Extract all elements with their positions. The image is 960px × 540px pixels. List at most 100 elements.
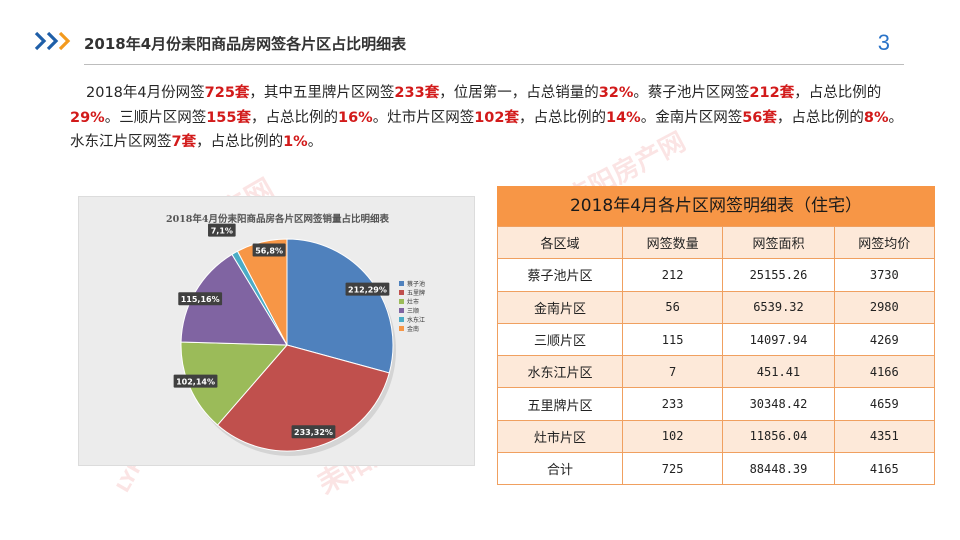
legend-swatch — [399, 317, 404, 322]
table-row: 蔡子池片区 212 25155.26 3730 — [497, 258, 936, 292]
highlight-figure: 14% — [606, 109, 641, 126]
highlight-figure: 725套 — [204, 85, 250, 101]
summary-text: ，占总比例的 — [776, 109, 864, 126]
summary-text: 。 — [307, 134, 323, 150]
table-cell: 五里牌片区 — [497, 387, 623, 421]
table-cell: 灶市片区 — [497, 419, 623, 454]
table-cell: 102 — [621, 419, 724, 454]
summary-text: 。水东江片区网签 — [70, 109, 904, 151]
detail-table: 各区域 网签数量 网签面积 网签均价 蔡子池片区 212 25155.26 3730 金南片区 5… — [497, 225, 936, 486]
data-label-bg — [345, 282, 390, 296]
table-cell: 4351 — [833, 419, 936, 454]
table-cell: 451.41 — [722, 355, 835, 389]
table-title: 2018年4月各片区网签明细表（住宅） — [497, 186, 935, 226]
legend-swatch — [399, 326, 404, 331]
summary-text: ，其中五里牌片区网签 — [249, 85, 395, 101]
highlight-figure: 212套 — [749, 85, 795, 101]
table-header-row: 各区域 网签数量 网签面积 网签均价 — [497, 225, 936, 260]
table-cell: 4659 — [833, 387, 936, 421]
data-label-bg — [291, 425, 336, 439]
legend-entry: 三顺 — [407, 308, 419, 315]
table-cell: 212 — [621, 258, 724, 292]
pie-slice-1 — [216, 344, 390, 452]
legend-entry: 水东江 — [407, 316, 425, 324]
legend-entry: 五里牌 — [407, 289, 425, 297]
table-cell: 3730 — [833, 258, 936, 292]
data-label-bg — [178, 292, 223, 306]
column-header: 网签数量 — [621, 225, 724, 260]
summary-text: ，占总比例的 — [251, 109, 338, 126]
legend-entry: 金南 — [407, 325, 419, 333]
highlight-figure: 102套 — [474, 109, 519, 126]
highlight-figure: 8% — [863, 109, 889, 126]
table-row: 金南片区 56 6539.32 2980 — [497, 290, 936, 324]
chevron-arrows-icon — [34, 31, 71, 51]
table-cell: 4166 — [833, 355, 936, 389]
detail-table-panel: 2018年4月各片区网签明细表（住宅） 各区域 网签数量 网签面积 网签均价 蔡子池片区… — [497, 186, 936, 486]
summary-text: 。蔡子池片区网签 — [633, 85, 750, 101]
data-label: 7,1% — [211, 227, 233, 236]
data-label-bg — [252, 243, 286, 257]
table-cell: 水东江片区 — [497, 355, 623, 389]
table-cell: 11856.04 — [722, 419, 835, 454]
table-cell: 4165 — [833, 452, 936, 486]
summary-text: 。灶市片区网签 — [372, 109, 475, 126]
chart-title: 2018年4月份耒阳商品房各片区网签销量占比明细表 — [165, 214, 390, 225]
table-cell: 金南片区 — [497, 290, 623, 324]
table-cell: 56 — [621, 290, 724, 324]
summary-text: ，占总比例的 — [196, 134, 284, 150]
highlight-figure: 233套 — [394, 85, 440, 101]
data-label: 102,14% — [176, 378, 215, 387]
table-cell: 合计 — [497, 452, 623, 486]
legend-entry: 灶市 — [407, 298, 419, 306]
header-divider — [84, 64, 904, 65]
legend-swatch — [399, 308, 404, 313]
pie-chart: 212,29% 233,32% 102,14% 115,16% 7,1% 56,8% 蔡子池… — [173, 223, 425, 456]
data-label: 233,32% — [294, 428, 333, 437]
pie-slice-0 — [286, 238, 394, 374]
table-row: 灶市片区 102 11856.04 4351 — [497, 419, 936, 454]
legend-entry: 蔡子池 — [407, 280, 425, 288]
highlight-figure: 56套 — [742, 109, 777, 126]
table-cell: 30348.42 — [722, 387, 835, 421]
legend-swatch — [399, 299, 404, 304]
table-row: 合计 725 88448.39 4165 — [497, 452, 936, 486]
table-cell: 2980 — [833, 290, 936, 324]
legend-swatch — [399, 290, 404, 295]
table-cell: 25155.26 — [722, 258, 835, 292]
summary-text: ，占总比例的 — [519, 109, 606, 126]
table-row: 五里牌片区 233 30348.42 4659 — [497, 387, 936, 421]
highlight-figure: 7套 — [171, 134, 197, 150]
summary-paragraph: 2018年4月份网签725套，其中五里牌片区网签233套，位居第一，占总销量的3… — [70, 81, 910, 155]
data-label: 115,16% — [181, 295, 220, 304]
highlight-figure: 155套 — [206, 109, 251, 126]
highlight-figure: 29% — [70, 109, 105, 126]
table-cell: 6539.32 — [722, 290, 835, 324]
table-cell: 4269 — [833, 322, 936, 357]
data-label-bg — [173, 374, 218, 388]
data-label: 212,29% — [348, 286, 387, 295]
table-cell: 88448.39 — [722, 452, 835, 486]
page-number: 3 — [877, 30, 890, 55]
pie-slice-5 — [236, 238, 288, 346]
highlight-figure: 32% — [598, 85, 634, 101]
table-cell: 233 — [621, 387, 724, 421]
highlight-figure: 16% — [338, 109, 373, 126]
summary-text: 。三顺片区网签 — [104, 109, 207, 126]
summary-text: ，占总比例的 — [794, 85, 882, 101]
data-label: 56,8% — [255, 247, 283, 256]
table-cell: 三顺片区 — [497, 322, 623, 357]
table-cell: 7 — [621, 355, 724, 389]
column-header: 网签面积 — [722, 225, 835, 260]
summary-text: 。金南片区网签 — [640, 109, 743, 126]
data-label-bg — [208, 223, 236, 237]
column-header: 网签均价 — [833, 225, 936, 260]
table-cell: 14097.94 — [722, 322, 835, 357]
page-header: 2018年4月份耒阳商品房网签各片区占比明细表 3 — [0, 0, 960, 66]
page-title: 2018年4月份耒阳商品房网签各片区占比明细表 — [84, 35, 407, 53]
table-cell: 725 — [621, 452, 724, 486]
table-row: 三顺片区 115 14097.94 4269 — [497, 322, 936, 357]
table-cell: 蔡子池片区 — [497, 258, 623, 292]
table-row: 水东江片区 7 451.41 4166 — [497, 355, 936, 389]
pie-chart-panel: 2018年4月份耒阳商品房各片区网签销量占比明细表 212,29% 233,32%… — [78, 196, 475, 466]
